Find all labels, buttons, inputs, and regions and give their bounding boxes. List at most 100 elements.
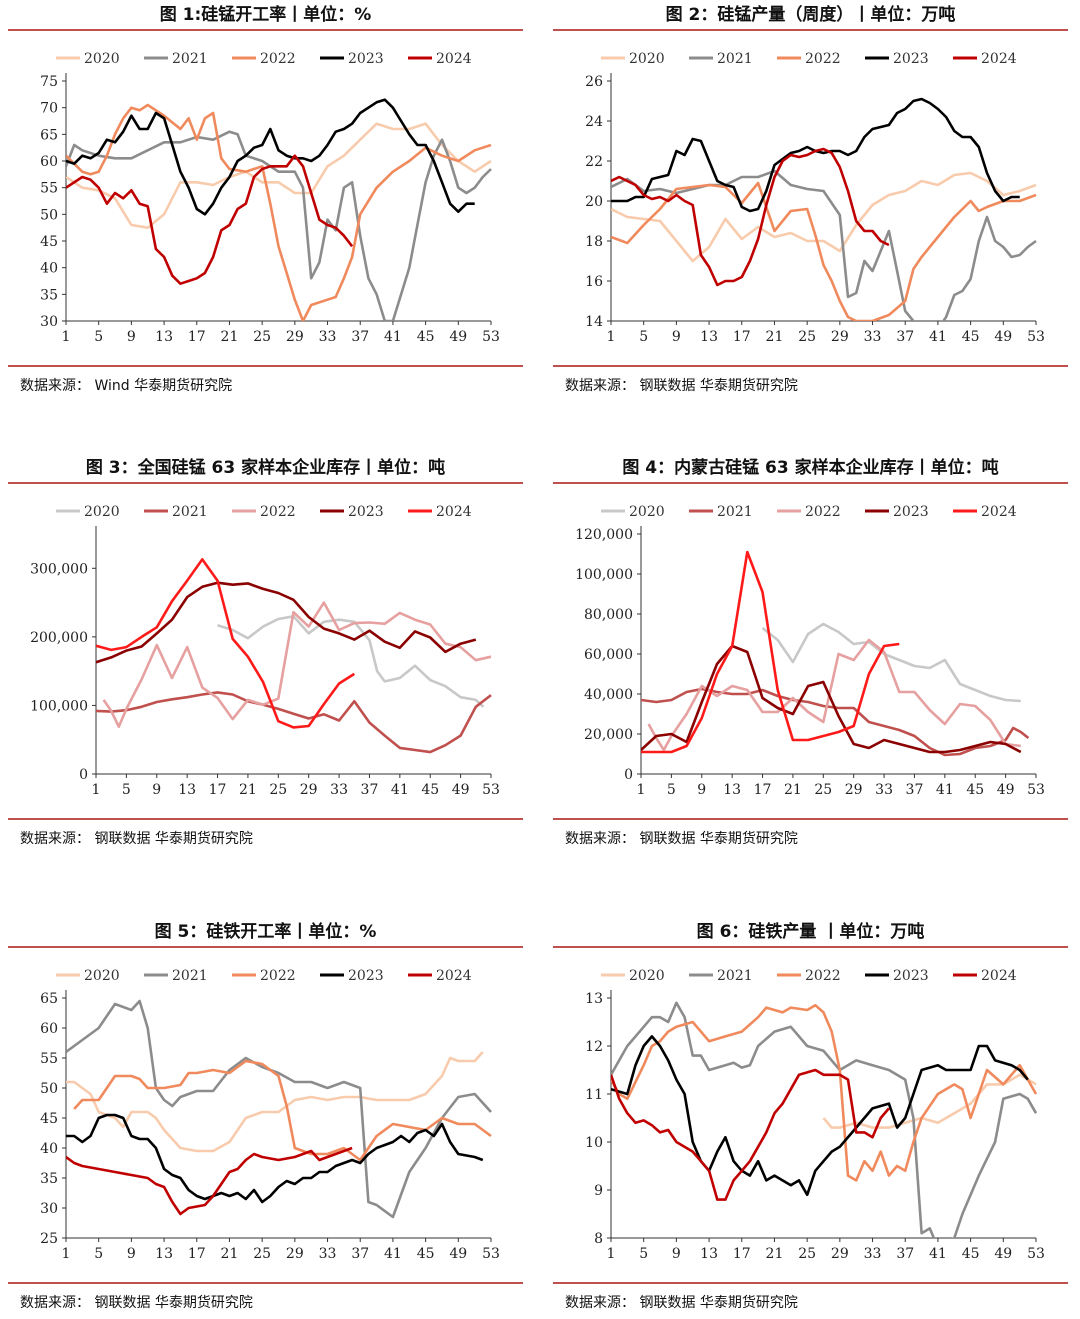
y-tick-label: 70 — [40, 101, 58, 117]
x-tick-label: 17 — [733, 1246, 751, 1262]
legend-label: 2020 — [84, 504, 120, 520]
series-line-2020 — [66, 1051, 484, 1153]
x-tick-label: 37 — [896, 329, 914, 345]
x-tick-label: 41 — [929, 1246, 947, 1262]
series-line-2020 — [761, 622, 1021, 703]
legend-label: 2022 — [805, 51, 841, 67]
source-rule — [553, 365, 1068, 367]
y-tick-label: 8 — [594, 1231, 603, 1247]
y-tick-label: 0 — [624, 767, 633, 783]
x-tick-label: 17 — [209, 782, 227, 798]
y-tick-label: 10 — [585, 1135, 603, 1151]
y-tick-label: 11 — [585, 1087, 603, 1103]
y-tick-label: 60 — [40, 1021, 58, 1037]
x-tick-label: 37 — [906, 782, 924, 798]
x-tick-label: 13 — [723, 782, 741, 798]
legend: 2020 2021 2022 2023 2024 — [601, 504, 1017, 520]
series-line-2021 — [96, 691, 492, 754]
series-line-2020 — [611, 171, 1037, 263]
y-tick-label: 20 — [585, 194, 603, 210]
series-line-2023 — [611, 97, 1020, 213]
x-tick-label: 53 — [1027, 1246, 1045, 1262]
y-tick-label: 22 — [585, 154, 603, 170]
y-tick-label: 13 — [585, 991, 603, 1007]
x-tick-label: 5 — [94, 329, 103, 345]
chart-title: 图 5：硅铁开工率丨单位：% — [154, 922, 377, 942]
legend: 2020 2021 2022 2023 2024 — [601, 968, 1017, 984]
legend-label: 2023 — [893, 504, 929, 520]
series-line-2023 — [611, 1035, 1029, 1197]
y-tick-label: 120,000 — [575, 527, 633, 543]
y-tick-label: 24 — [585, 114, 603, 130]
x-tick-label: 37 — [896, 1246, 914, 1262]
x-tick-label: 29 — [300, 782, 318, 798]
legend-label: 2024 — [436, 968, 472, 984]
x-tick-label: 45 — [962, 1246, 980, 1262]
x-tick-label: 45 — [417, 1246, 435, 1262]
legend: 2020 2021 2022 2023 2024 — [56, 504, 472, 520]
data-source: 数据来源： Wind 华泰期货研究院 — [20, 378, 233, 394]
x-tick-label: 21 — [221, 329, 239, 345]
legend-label: 2024 — [436, 504, 472, 520]
legend-label: 2024 — [981, 51, 1017, 67]
data-source: 数据来源： 钢联数据 华泰期货研究院 — [20, 831, 253, 847]
series-line-2023 — [96, 581, 477, 664]
x-tick-label: 25 — [269, 782, 287, 798]
y-tick-label: 26 — [585, 74, 603, 90]
x-tick-label: 13 — [178, 782, 196, 798]
series-line-2024 — [66, 1146, 353, 1216]
x-tick-label: 49 — [449, 1246, 467, 1262]
y-tick-label: 16 — [585, 274, 603, 290]
y-tick-label: 65 — [40, 991, 58, 1007]
data-source: 数据来源： 钢联数据 华泰期货研究院 — [20, 1295, 253, 1311]
legend-label: 2024 — [436, 51, 472, 67]
series-line-2024 — [611, 1068, 890, 1201]
y-tick-label: 14 — [585, 314, 603, 330]
legend: 2020 2021 2022 2023 2024 — [56, 968, 472, 984]
legend-label: 2021 — [717, 968, 753, 984]
legend: 2020 2021 2022 2023 2024 — [601, 51, 1017, 67]
y-tick-label: 50 — [40, 1081, 58, 1097]
x-tick-label: 29 — [831, 329, 849, 345]
chart-title: 图 2：硅锰产量（周度）丨单位：万吨 — [665, 5, 956, 25]
line-chart: 2020 2021 2022 2023 2024 8 9 10 11 12 13 1 5 9 13 17 21 2… — [585, 968, 1045, 1262]
y-tick-label: 20,000 — [584, 727, 633, 743]
x-tick-label: 17 — [188, 329, 206, 345]
x-tick-label: 49 — [452, 782, 470, 798]
x-tick-label: 45 — [421, 782, 439, 798]
legend-label: 2020 — [84, 968, 120, 984]
series-line-2020 — [217, 615, 485, 708]
source-rule — [8, 1282, 523, 1284]
chart-panel-1: 图 1:硅锰开工率丨单位：% 2020 2021 2022 2023 2024 30 35 4… — [8, 2, 523, 402]
y-tick-label: 60,000 — [584, 647, 633, 663]
series-line-2021 — [66, 130, 492, 321]
y-tick-label: 65 — [40, 127, 58, 143]
x-tick-label: 33 — [319, 1246, 337, 1262]
x-tick-label: 5 — [639, 329, 648, 345]
series-line-2023 — [66, 98, 475, 216]
series-line-2022 — [73, 1059, 492, 1162]
series-line-2024 — [641, 550, 900, 754]
y-tick-label: 40 — [40, 261, 58, 277]
legend-label: 2021 — [172, 51, 208, 67]
legend-label: 2023 — [893, 51, 929, 67]
x-tick-label: 29 — [831, 1246, 849, 1262]
y-tick-label: 0 — [79, 767, 88, 783]
y-tick-label: 35 — [40, 1171, 58, 1187]
x-tick-label: 9 — [672, 329, 681, 345]
x-tick-label: 53 — [482, 782, 500, 798]
title-rule — [8, 29, 523, 31]
source-rule — [553, 1282, 1068, 1284]
x-tick-label: 13 — [700, 1246, 718, 1262]
y-tick-label: 100,000 — [575, 567, 633, 583]
x-tick-label: 37 — [351, 329, 369, 345]
series-line-2024 — [66, 154, 354, 285]
x-tick-label: 33 — [864, 329, 882, 345]
x-tick-label: 45 — [417, 329, 435, 345]
x-tick-label: 41 — [929, 329, 947, 345]
x-tick-label: 1 — [637, 782, 646, 798]
y-tick-label: 40 — [40, 1141, 58, 1157]
x-tick-label: 29 — [845, 782, 863, 798]
x-tick-label: 29 — [286, 329, 304, 345]
x-tick-label: 1 — [62, 329, 71, 345]
